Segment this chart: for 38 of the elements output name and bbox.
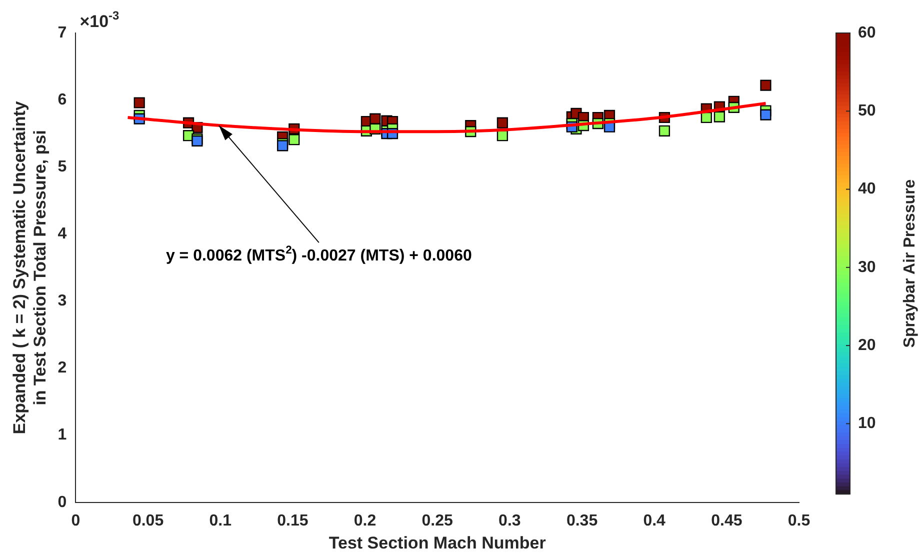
y-axis-title: Expanded ( k = 2) Systematic Uncertainty in Test Section Total Pressure, psi — [10, 100, 50, 434]
x-tick-label: 0.2 — [354, 512, 376, 530]
color-bar-label: 40 — [858, 180, 876, 198]
point — [658, 125, 670, 136]
x-tick-label: 0.4 — [643, 512, 666, 530]
x-tick-label: 0.15 — [277, 512, 308, 530]
color-bar-label: 20 — [858, 336, 876, 354]
x-axis-title: Test Section Mach Number — [328, 533, 546, 552]
y-tick-label: 1 — [58, 426, 67, 444]
x-tick-label: 0.45 — [711, 512, 742, 530]
color-bar-label: 10 — [858, 415, 876, 432]
x-tick-label: 0.05 — [132, 512, 164, 530]
y-tick-label: 6 — [58, 91, 67, 108]
y-tick-label: 2 — [58, 360, 67, 377]
point — [370, 113, 381, 124]
y-tick-label: 4 — [58, 226, 67, 243]
color-bar-label: 30 — [858, 258, 876, 276]
x-tick-label: 0.5 — [788, 512, 810, 530]
point — [760, 109, 772, 120]
y-tick-label: 7 — [58, 24, 67, 42]
x-tick-label: 0 — [71, 512, 80, 530]
y-tick-label: 5 — [58, 158, 67, 176]
y-tick-label: 0 — [58, 494, 67, 511]
point — [496, 117, 508, 128]
color-bar-title: Spraybar Air Pressure — [901, 179, 918, 348]
color-bar-label: 50 — [858, 102, 876, 120]
point — [700, 112, 712, 124]
point — [192, 135, 203, 147]
x-tick-label: 0.3 — [498, 512, 521, 530]
x-tick-label: 0.1 — [209, 512, 232, 530]
x-tick-label: 0.25 — [422, 512, 454, 530]
point — [288, 134, 300, 146]
point — [760, 80, 772, 91]
y-tick-label: 3 — [58, 292, 67, 310]
point — [714, 111, 725, 122]
color-bar-label: 60 — [858, 24, 876, 42]
point — [134, 97, 145, 108]
x-tick-label: 0.35 — [566, 512, 598, 530]
